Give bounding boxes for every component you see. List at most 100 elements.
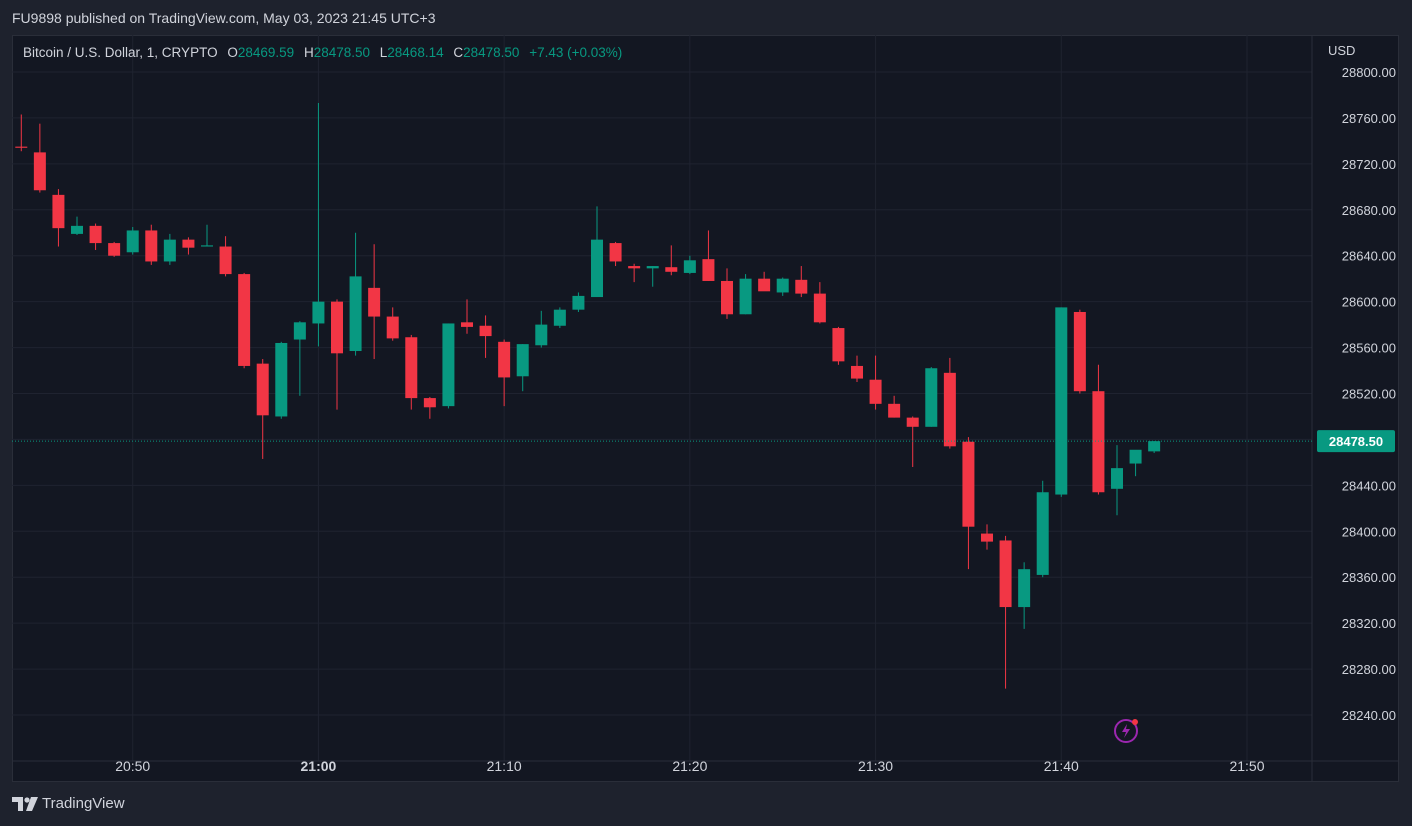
candle[interactable] (163, 233, 176, 265)
candle[interactable] (423, 396, 436, 419)
candle-body (405, 337, 418, 399)
candle[interactable] (52, 189, 65, 247)
candle[interactable] (182, 237, 195, 255)
candle[interactable] (1055, 307, 1068, 497)
candle[interactable] (1111, 445, 1123, 516)
high-value: 28478.50 (313, 45, 370, 60)
candle[interactable] (498, 339, 511, 407)
candle[interactable] (108, 241, 121, 257)
time-tick-label: 21:40 (1044, 758, 1079, 774)
candle[interactable] (851, 355, 863, 383)
candle[interactable] (516, 344, 529, 392)
candles-layer (15, 103, 1161, 689)
candle-body (219, 246, 232, 275)
candle[interactable] (591, 206, 603, 298)
candle-body (498, 341, 511, 378)
candle-body (479, 325, 492, 337)
candle-body (869, 379, 882, 404)
candle[interactable] (906, 416, 919, 467)
candle[interactable] (33, 123, 46, 193)
candle[interactable] (312, 103, 325, 347)
candle[interactable] (238, 272, 251, 369)
candle[interactable] (1073, 309, 1086, 394)
candle[interactable] (256, 359, 269, 459)
chart-frame (12, 35, 1399, 782)
candle[interactable] (572, 292, 585, 312)
candle[interactable] (683, 255, 696, 275)
candle-body (591, 239, 603, 298)
candle[interactable] (721, 268, 733, 319)
candle[interactable] (275, 341, 288, 419)
candle-body (535, 324, 548, 346)
candle[interactable] (461, 299, 473, 334)
tradingview-logo-icon (12, 796, 38, 811)
candle[interactable] (331, 299, 343, 410)
candle[interactable] (739, 274, 752, 315)
high-label: H (303, 45, 314, 60)
candle[interactable] (201, 224, 213, 247)
price-tick-label: 28720.00 (1342, 157, 1396, 172)
candle-body (293, 322, 306, 340)
candle[interactable] (1129, 449, 1142, 477)
candle[interactable] (293, 321, 306, 396)
price-tick-label: 28560.00 (1342, 341, 1396, 356)
candle[interactable] (349, 232, 362, 356)
candle[interactable] (553, 307, 566, 329)
candle[interactable] (405, 334, 418, 410)
candle-body (108, 243, 121, 256)
candle[interactable] (15, 114, 28, 152)
candle[interactable] (702, 230, 715, 281)
candle[interactable] (981, 524, 993, 550)
candle-body (665, 267, 678, 272)
footer-brand[interactable]: TradingView (12, 795, 125, 812)
candle-body (423, 398, 436, 408)
candle[interactable] (71, 216, 83, 236)
candle[interactable] (386, 307, 399, 341)
candle-body (1018, 569, 1031, 608)
candle[interactable] (126, 227, 139, 255)
candle[interactable] (89, 223, 102, 250)
candle[interactable] (628, 263, 641, 283)
symbol-title[interactable]: Bitcoin / U.S. Dollar, 1, CRYPTO (23, 45, 218, 60)
brand-name: TradingView (42, 795, 125, 812)
candle[interactable] (888, 395, 901, 418)
candle[interactable] (145, 224, 158, 265)
price-tick-label: 28400.00 (1342, 524, 1396, 539)
candle[interactable] (832, 326, 845, 365)
candle[interactable] (535, 310, 548, 348)
lightning-bolt-icon[interactable] (1113, 717, 1139, 743)
candle[interactable] (609, 241, 622, 267)
candle[interactable] (999, 535, 1012, 689)
candle[interactable] (1092, 364, 1105, 495)
currency-label[interactable]: USD (1328, 43, 1356, 58)
candle-body (813, 293, 826, 323)
candle[interactable] (795, 266, 808, 298)
candlestick-chart[interactable]: 28800.00 28760.00 28720.00 28680.00 28640.00… (12, 35, 1399, 782)
candle[interactable] (368, 244, 381, 360)
candle[interactable] (219, 236, 232, 277)
candle-body (572, 295, 585, 310)
candle[interactable] (943, 357, 956, 449)
candle[interactable] (962, 437, 975, 570)
candle[interactable] (665, 245, 678, 276)
candle[interactable] (646, 266, 659, 287)
price-tick-label: 28240.00 (1342, 708, 1396, 723)
candle[interactable] (869, 355, 882, 410)
candle-body (1129, 449, 1142, 464)
candle[interactable] (1036, 480, 1049, 578)
candle[interactable] (479, 315, 492, 358)
candle[interactable] (925, 367, 938, 427)
candle[interactable] (1148, 441, 1161, 454)
candle[interactable] (776, 277, 789, 296)
candle-body (163, 239, 176, 262)
candle[interactable] (758, 271, 771, 292)
candle-body (1148, 441, 1161, 452)
candle[interactable] (1018, 562, 1031, 629)
candle-body (795, 279, 808, 294)
price-axis: 28800.00 28760.00 28720.00 28680.00 28640.00… (1317, 65, 1396, 723)
candle-body (516, 344, 529, 377)
low-label: L (379, 45, 388, 60)
candle[interactable] (813, 282, 826, 324)
candle-body (999, 540, 1012, 608)
candle[interactable] (442, 323, 455, 409)
